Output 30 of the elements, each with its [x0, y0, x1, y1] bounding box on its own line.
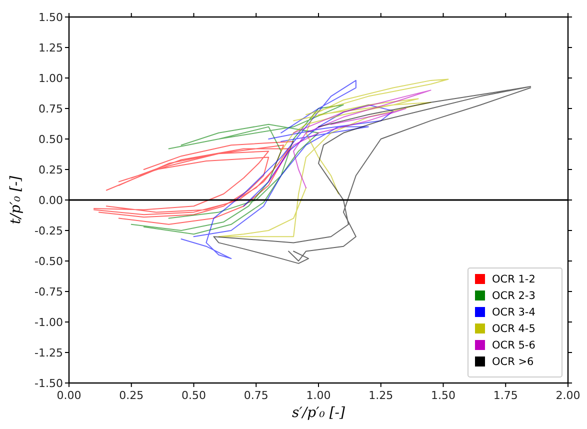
x-tick-label: 1.00: [306, 389, 331, 402]
y-axis-title: t/p′₀ [-]: [8, 175, 24, 224]
y-tick-label: -1.25: [34, 346, 63, 360]
x-axis-title: s′/p′₀ [-]: [292, 405, 346, 421]
x-tick-label: 0.25: [119, 389, 144, 402]
x-tick-label: 0.50: [182, 389, 206, 402]
x-tick-label: 0.00: [56, 389, 82, 402]
legend-label: OCR >6: [492, 356, 534, 368]
x-tick-label: 2.00: [556, 389, 580, 402]
y-tick-label: -1.50: [34, 376, 63, 390]
legend-label: OCR 3-4: [492, 306, 536, 319]
y-tick-label: 1.50: [38, 10, 63, 24]
x-tick-label: 0.75: [244, 389, 268, 402]
y-tick-label: -1.00: [34, 316, 63, 329]
y-tick-label: 1.00: [38, 72, 63, 85]
y-tick-label: 0.25: [38, 163, 63, 176]
y-tick-label: -0.25: [34, 224, 63, 238]
x-tick-label: 1.75: [493, 389, 518, 402]
y-tick-label: 0.75: [38, 102, 63, 116]
y-tick-label: 0.00: [38, 194, 63, 207]
legend-label: OCR 4-5: [492, 323, 536, 336]
legend-label: OCR 1-2: [492, 274, 536, 286]
y-tick-label: -0.75: [34, 285, 63, 298]
x-tick-label: 1.25: [368, 389, 394, 402]
legend-label: OCR 5-6: [492, 340, 536, 352]
y-tick-label: 1.25: [38, 41, 63, 54]
legend-label: OCR 2-3: [492, 290, 536, 302]
y-tick-label: 0.50: [38, 132, 63, 146]
y-tick-label: -0.50: [34, 254, 63, 268]
x-tick-label: 1.50: [431, 389, 456, 402]
